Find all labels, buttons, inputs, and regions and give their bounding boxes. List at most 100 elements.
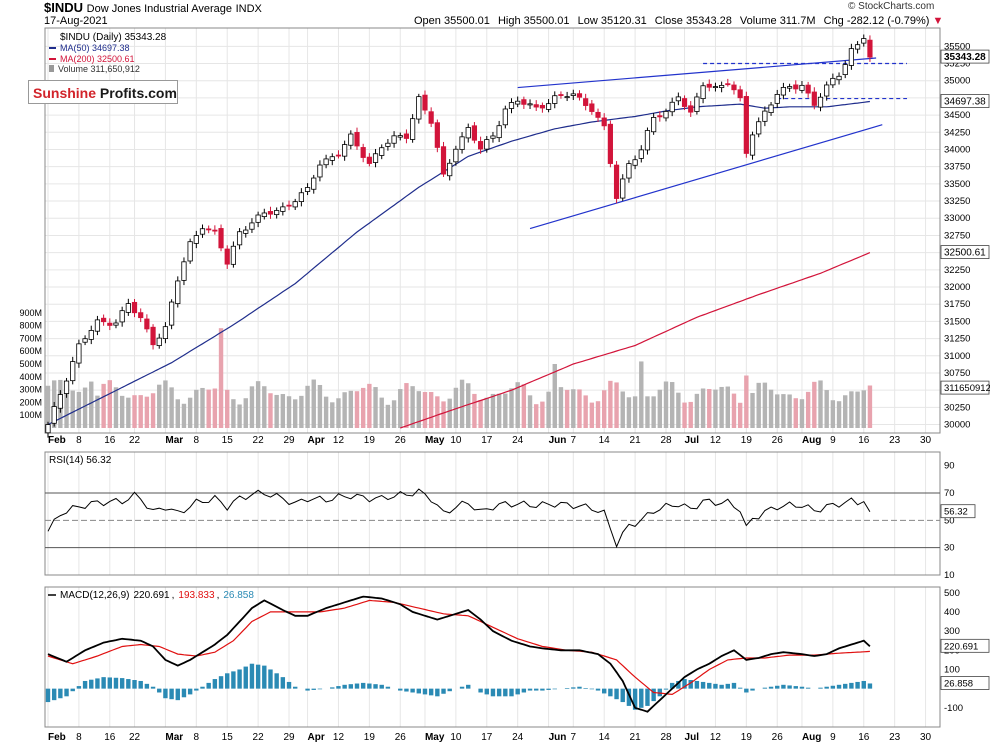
macd-x-tick-label: 29 xyxy=(283,732,295,743)
macd-histogram-bar xyxy=(490,688,496,697)
macd-legend-macd: 220.691 xyxy=(133,590,170,601)
volume-bar xyxy=(150,393,156,428)
volume-bar xyxy=(861,390,866,428)
volume-y-tick-label: 600M xyxy=(19,346,42,356)
macd-histogram-bar xyxy=(527,688,533,691)
candle-body xyxy=(515,100,521,105)
volume-bar xyxy=(744,375,749,428)
price-y-tick-label: 32000 xyxy=(944,282,970,293)
volume-bar xyxy=(299,395,304,428)
macd-histogram-bar xyxy=(107,677,112,689)
macd-histogram-bar xyxy=(398,688,403,691)
macd-histogram-bar xyxy=(200,686,205,689)
macd-histogram-bar xyxy=(608,688,613,697)
candle-body xyxy=(632,159,638,166)
close-label: Close xyxy=(654,15,683,27)
candle-body xyxy=(848,48,855,66)
candle-body xyxy=(453,148,459,163)
price-x-tick-label: 30 xyxy=(920,435,932,446)
candle-body xyxy=(459,136,465,150)
volume-y-tick-label: 200M xyxy=(19,397,42,407)
candle-body xyxy=(107,322,113,326)
macd-x-tick-label: 14 xyxy=(599,732,611,743)
macd-x-tick-label: 10 xyxy=(450,732,462,743)
macd-histogram-bar xyxy=(737,687,743,689)
volume-bar xyxy=(422,392,428,428)
candle-body xyxy=(774,94,780,104)
macd-histogram-bar xyxy=(805,687,811,689)
macd-histogram-bar xyxy=(571,687,576,689)
volume-bar xyxy=(669,382,675,428)
candle-body xyxy=(799,84,805,91)
price-x-tick-label: 26 xyxy=(772,435,784,446)
price-y-tick-label: 34500 xyxy=(944,110,970,121)
volume-bar xyxy=(830,400,836,428)
volume-bar xyxy=(713,389,718,428)
volume-bar xyxy=(70,390,75,428)
volume-y-tick-label: 900M xyxy=(19,308,42,318)
candle-body xyxy=(737,89,743,99)
macd-histogram-bar xyxy=(447,688,452,692)
candle-body xyxy=(836,75,842,81)
volume-bar xyxy=(812,381,817,428)
rsi-y-tick-label: 50 xyxy=(944,515,955,526)
macd-histogram-bar xyxy=(713,683,718,689)
macd-x-tick-label: 22 xyxy=(129,732,141,743)
volume-bar xyxy=(620,391,625,428)
volume-bar xyxy=(45,385,51,428)
volume-bar xyxy=(707,389,712,428)
macd-histogram-bar xyxy=(694,680,700,689)
macd-histogram-bar xyxy=(719,684,724,689)
volume-bar xyxy=(225,389,230,428)
candle-body xyxy=(811,91,817,106)
volume-bar xyxy=(391,400,397,428)
macd-histogram-bar xyxy=(589,688,595,690)
candle-body xyxy=(286,204,292,207)
price-x-tick-label: 24 xyxy=(512,435,524,446)
ma50-line xyxy=(47,100,870,426)
candle-body xyxy=(601,117,607,127)
candle-body xyxy=(82,338,88,343)
macd-x-tick-label: 16 xyxy=(858,732,870,743)
price-x-tick-label: Aug xyxy=(802,435,821,446)
macd-histogram-bar xyxy=(700,681,706,689)
macd-histogram-bar xyxy=(268,669,273,689)
volume-bar xyxy=(169,387,174,428)
macd-histogram-bar xyxy=(101,677,106,689)
panel-frames xyxy=(44,27,941,728)
macd-histogram-bar xyxy=(126,679,131,689)
volume-bar xyxy=(398,389,403,428)
volume-bar xyxy=(132,395,137,428)
volume-bar xyxy=(503,393,508,428)
macd-x-tick-label: Feb xyxy=(48,732,66,743)
macd-legend-name: MACD(12,26,9) xyxy=(60,590,129,601)
candle-body xyxy=(694,96,700,112)
macd-histogram-bar xyxy=(342,684,347,689)
candle-body xyxy=(131,301,138,314)
candle-body xyxy=(496,125,502,139)
macd-legend-text: MACD(12,26,9) 220.691, 193.833, 26.858 xyxy=(60,590,254,601)
candle-body xyxy=(304,187,311,192)
price-y-tick-label: 33500 xyxy=(944,179,970,190)
grid-layer xyxy=(45,28,940,727)
price-legend: $INDU (Daily) 35343.28 MA(50) 34697.38 M… xyxy=(49,32,167,74)
price-y-tick-label: 30000 xyxy=(944,420,970,431)
candle-body xyxy=(484,139,490,150)
volume-bar xyxy=(428,392,434,428)
macd-histogram-bar xyxy=(657,688,663,697)
candle-body xyxy=(440,146,447,175)
price-x-tick-label: 9 xyxy=(830,435,836,446)
macd-histogram-bar xyxy=(95,678,100,689)
volume-bar xyxy=(280,394,286,428)
price-y-tick-label: 33000 xyxy=(944,213,970,224)
macd-histogram-bar xyxy=(552,688,557,690)
price-x-tick-label: Feb xyxy=(48,435,66,446)
macd-histogram-bar xyxy=(76,686,82,689)
candle-body xyxy=(193,235,199,244)
macd-histogram-bar xyxy=(428,688,434,696)
price-y-tick-label: 30250 xyxy=(944,402,970,413)
candle-body xyxy=(712,86,719,89)
macd-histogram-bar xyxy=(466,684,471,689)
volume-bar xyxy=(181,403,187,428)
